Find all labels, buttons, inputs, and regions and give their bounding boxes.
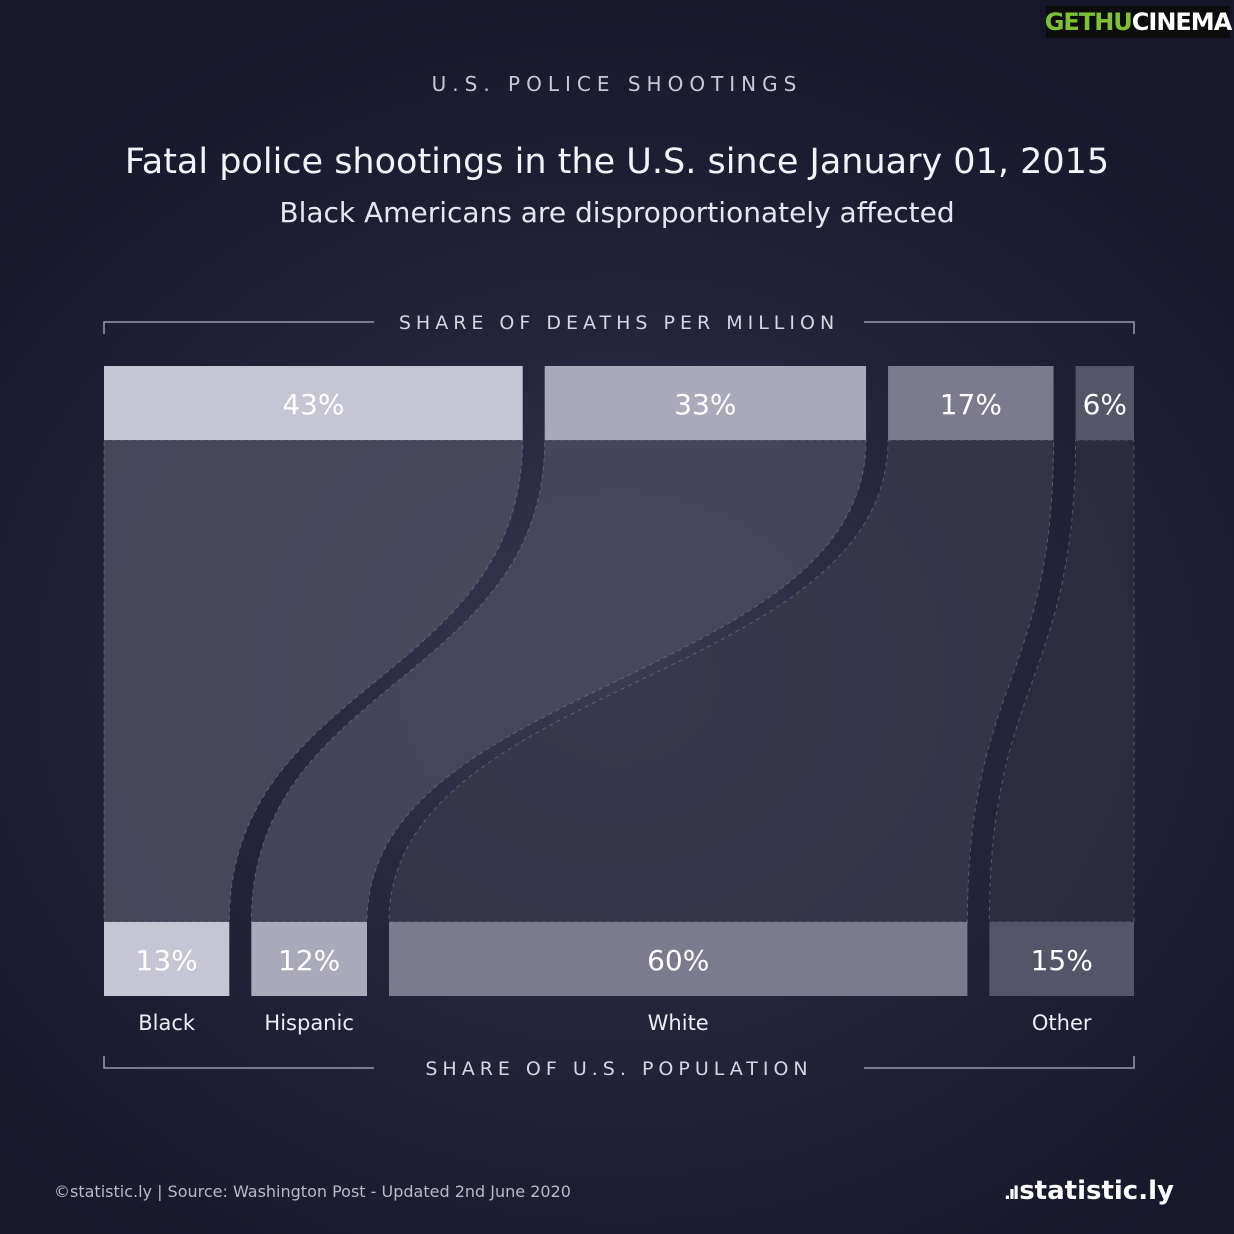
- bar-deaths-other: [1075, 366, 1134, 440]
- bottom_axis_label-label: SHARE OF U.S. POPULATION: [425, 1058, 812, 1080]
- kicker: U.S. POLICE SHOOTINGS: [431, 72, 803, 96]
- chart-subtitle: Black Americans are disproportionately a…: [279, 196, 955, 229]
- bar-deaths-hispanic: [544, 366, 867, 440]
- bar-deaths-label: 33%: [674, 388, 736, 421]
- category-label: Hispanic: [264, 1011, 353, 1035]
- flow-band-white: [388, 439, 1055, 923]
- bar-deaths-black: [104, 366, 523, 440]
- brand-logo: .ılstatistic.ly: [1004, 1176, 1174, 1206]
- category-label: Black: [138, 1011, 196, 1035]
- bar-population-label: 15%: [1031, 944, 1093, 977]
- watermark-text-2: CINEMA: [1131, 8, 1232, 36]
- bar-deaths-label: 6%: [1083, 388, 1127, 421]
- bottom_axis_label-bracket-left: [103, 1056, 374, 1069]
- bar-population-label: 60%: [647, 944, 709, 977]
- flow-band-black: [103, 439, 524, 923]
- bar-population-label: 12%: [278, 944, 340, 977]
- bottom_axis_label-bracket-right: [864, 1056, 1135, 1069]
- bar-population-white: [389, 922, 968, 996]
- bar-deaths-white: [888, 366, 1054, 440]
- top_axis_label-label: SHARE OF DEATHS PER MILLION: [399, 312, 839, 334]
- watermark-text-1: GETHU: [1044, 8, 1133, 36]
- flow-band-hispanic: [250, 439, 867, 923]
- top_axis_label-bracket-right: [864, 321, 1135, 334]
- bar-population-other: [989, 922, 1134, 996]
- bar-deaths-label: 17%: [940, 388, 1002, 421]
- watermark-logo: GETHU CINEMA: [1044, 6, 1232, 38]
- category-label: Other: [1032, 1011, 1092, 1035]
- flow-band-other: [988, 439, 1135, 923]
- brand-bars-icon: .ıl: [1004, 1183, 1019, 1204]
- bar-deaths-label: 43%: [282, 388, 344, 421]
- category-label: White: [648, 1011, 709, 1035]
- chart-title: Fatal police shootings in the U.S. since…: [124, 142, 1110, 182]
- bar-population-hispanic: [251, 922, 367, 996]
- brand-name: statistic.ly: [1019, 1176, 1174, 1206]
- bar-population-black: [104, 922, 230, 996]
- bar-population-label: 13%: [136, 944, 198, 977]
- top_axis_label-bracket-left: [103, 321, 374, 334]
- source-note: ©statistic.ly | Source: Washington Post …: [54, 1182, 571, 1201]
